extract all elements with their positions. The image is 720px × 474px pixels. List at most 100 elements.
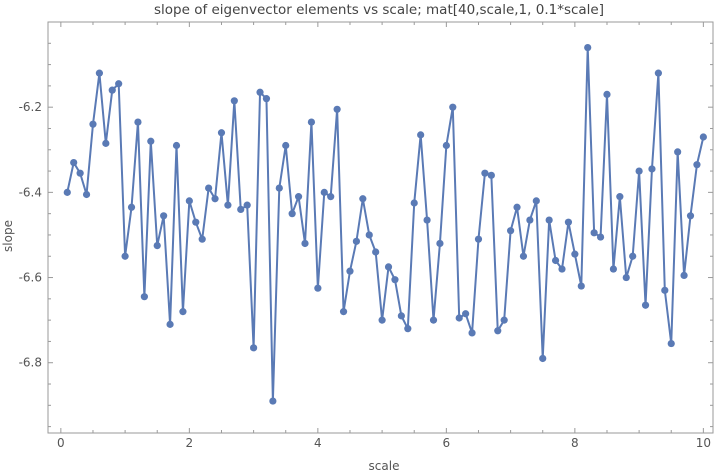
data-point [82, 190, 91, 199]
data-point [147, 137, 155, 145]
data-point [391, 276, 399, 284]
data-point [108, 86, 116, 94]
data-point [603, 90, 611, 98]
data-point [423, 216, 431, 224]
series-line [66, 47, 705, 402]
data-point [500, 316, 508, 324]
x-tick-label: 6 [443, 436, 451, 450]
data-point [327, 193, 335, 201]
data-point [185, 197, 193, 205]
data-point [205, 184, 213, 192]
data-point [674, 148, 682, 156]
data-point [70, 158, 78, 167]
data-point [378, 316, 386, 324]
x-tick-label: 10 [696, 436, 711, 450]
data-point [436, 239, 444, 248]
data-point [320, 188, 328, 196]
data-point [577, 282, 585, 290]
chart-title: slope of eigenvector elements vs scale; … [154, 2, 604, 18]
data-point [629, 252, 637, 260]
data-point [301, 239, 309, 248]
data-point [339, 308, 348, 316]
data-point [153, 242, 161, 250]
data-point [237, 205, 245, 213]
data-point [127, 203, 136, 211]
data-point [513, 203, 521, 211]
data-point [95, 69, 103, 77]
data-point [699, 133, 707, 141]
data-point [172, 141, 181, 150]
data-point [314, 284, 322, 292]
data-point [224, 201, 232, 209]
data-point [250, 344, 258, 352]
data-point [63, 188, 71, 196]
data-point [288, 210, 296, 218]
y-tick-label: -6.4 [19, 185, 42, 199]
data-point [282, 141, 290, 150]
data-point [140, 293, 148, 301]
data-point [346, 267, 354, 275]
data-point [558, 265, 566, 273]
data-point [622, 273, 630, 282]
data-point [596, 233, 605, 241]
data-point [494, 327, 502, 335]
data-point [102, 139, 110, 147]
data-point [609, 265, 618, 273]
y-tick-label: -6.6 [19, 271, 42, 285]
x-tick-label: 0 [57, 436, 65, 450]
data-point [76, 169, 84, 177]
data-point [474, 235, 483, 243]
frame-rect [47, 21, 714, 434]
y-tick-label: -6.8 [19, 356, 42, 370]
x-tick-labels: 0 2 4 6 8 10 [57, 436, 711, 450]
data-point [134, 118, 142, 126]
data-point [545, 216, 553, 224]
data-point [507, 227, 515, 235]
data-point [365, 231, 373, 239]
data-point [526, 216, 534, 224]
data-point [89, 120, 97, 128]
data-point [256, 88, 264, 96]
data-point [166, 320, 174, 328]
data-point [384, 263, 393, 271]
data-point [397, 312, 405, 320]
data-point [468, 329, 476, 337]
data-point [635, 167, 643, 175]
data-point [352, 237, 361, 245]
y-axis-label: slope [1, 220, 15, 252]
data-point [429, 316, 438, 324]
data-point [661, 286, 669, 294]
data-point [115, 80, 123, 88]
data-point [359, 195, 367, 203]
data-point [275, 184, 283, 192]
data-point [198, 235, 206, 243]
data-point [455, 314, 463, 322]
data-point [590, 229, 598, 237]
data-point [616, 193, 624, 201]
data-point [211, 195, 219, 203]
series-points [63, 43, 707, 405]
data-point [680, 271, 688, 280]
data-point [333, 105, 341, 113]
data-point [584, 43, 592, 52]
data-point [654, 69, 662, 77]
data-point [404, 325, 412, 333]
data-point [230, 97, 238, 105]
data-point [686, 212, 695, 220]
y-tick-labels: -6.8 -6.6 -6.4 -6.2 [19, 100, 42, 370]
plot-frame [47, 21, 714, 434]
data-point [307, 118, 316, 126]
data-point [269, 397, 277, 405]
x-axis-label: scale [369, 459, 400, 473]
data-point [192, 218, 200, 226]
data-point [481, 169, 489, 177]
y-tick-label: -6.2 [19, 100, 42, 114]
data-point [372, 248, 380, 256]
data-point [648, 165, 656, 173]
data-point [179, 308, 187, 316]
data-point [294, 193, 303, 201]
x-tick-label: 2 [186, 436, 194, 450]
data-point [449, 103, 457, 111]
data-point [262, 95, 271, 103]
